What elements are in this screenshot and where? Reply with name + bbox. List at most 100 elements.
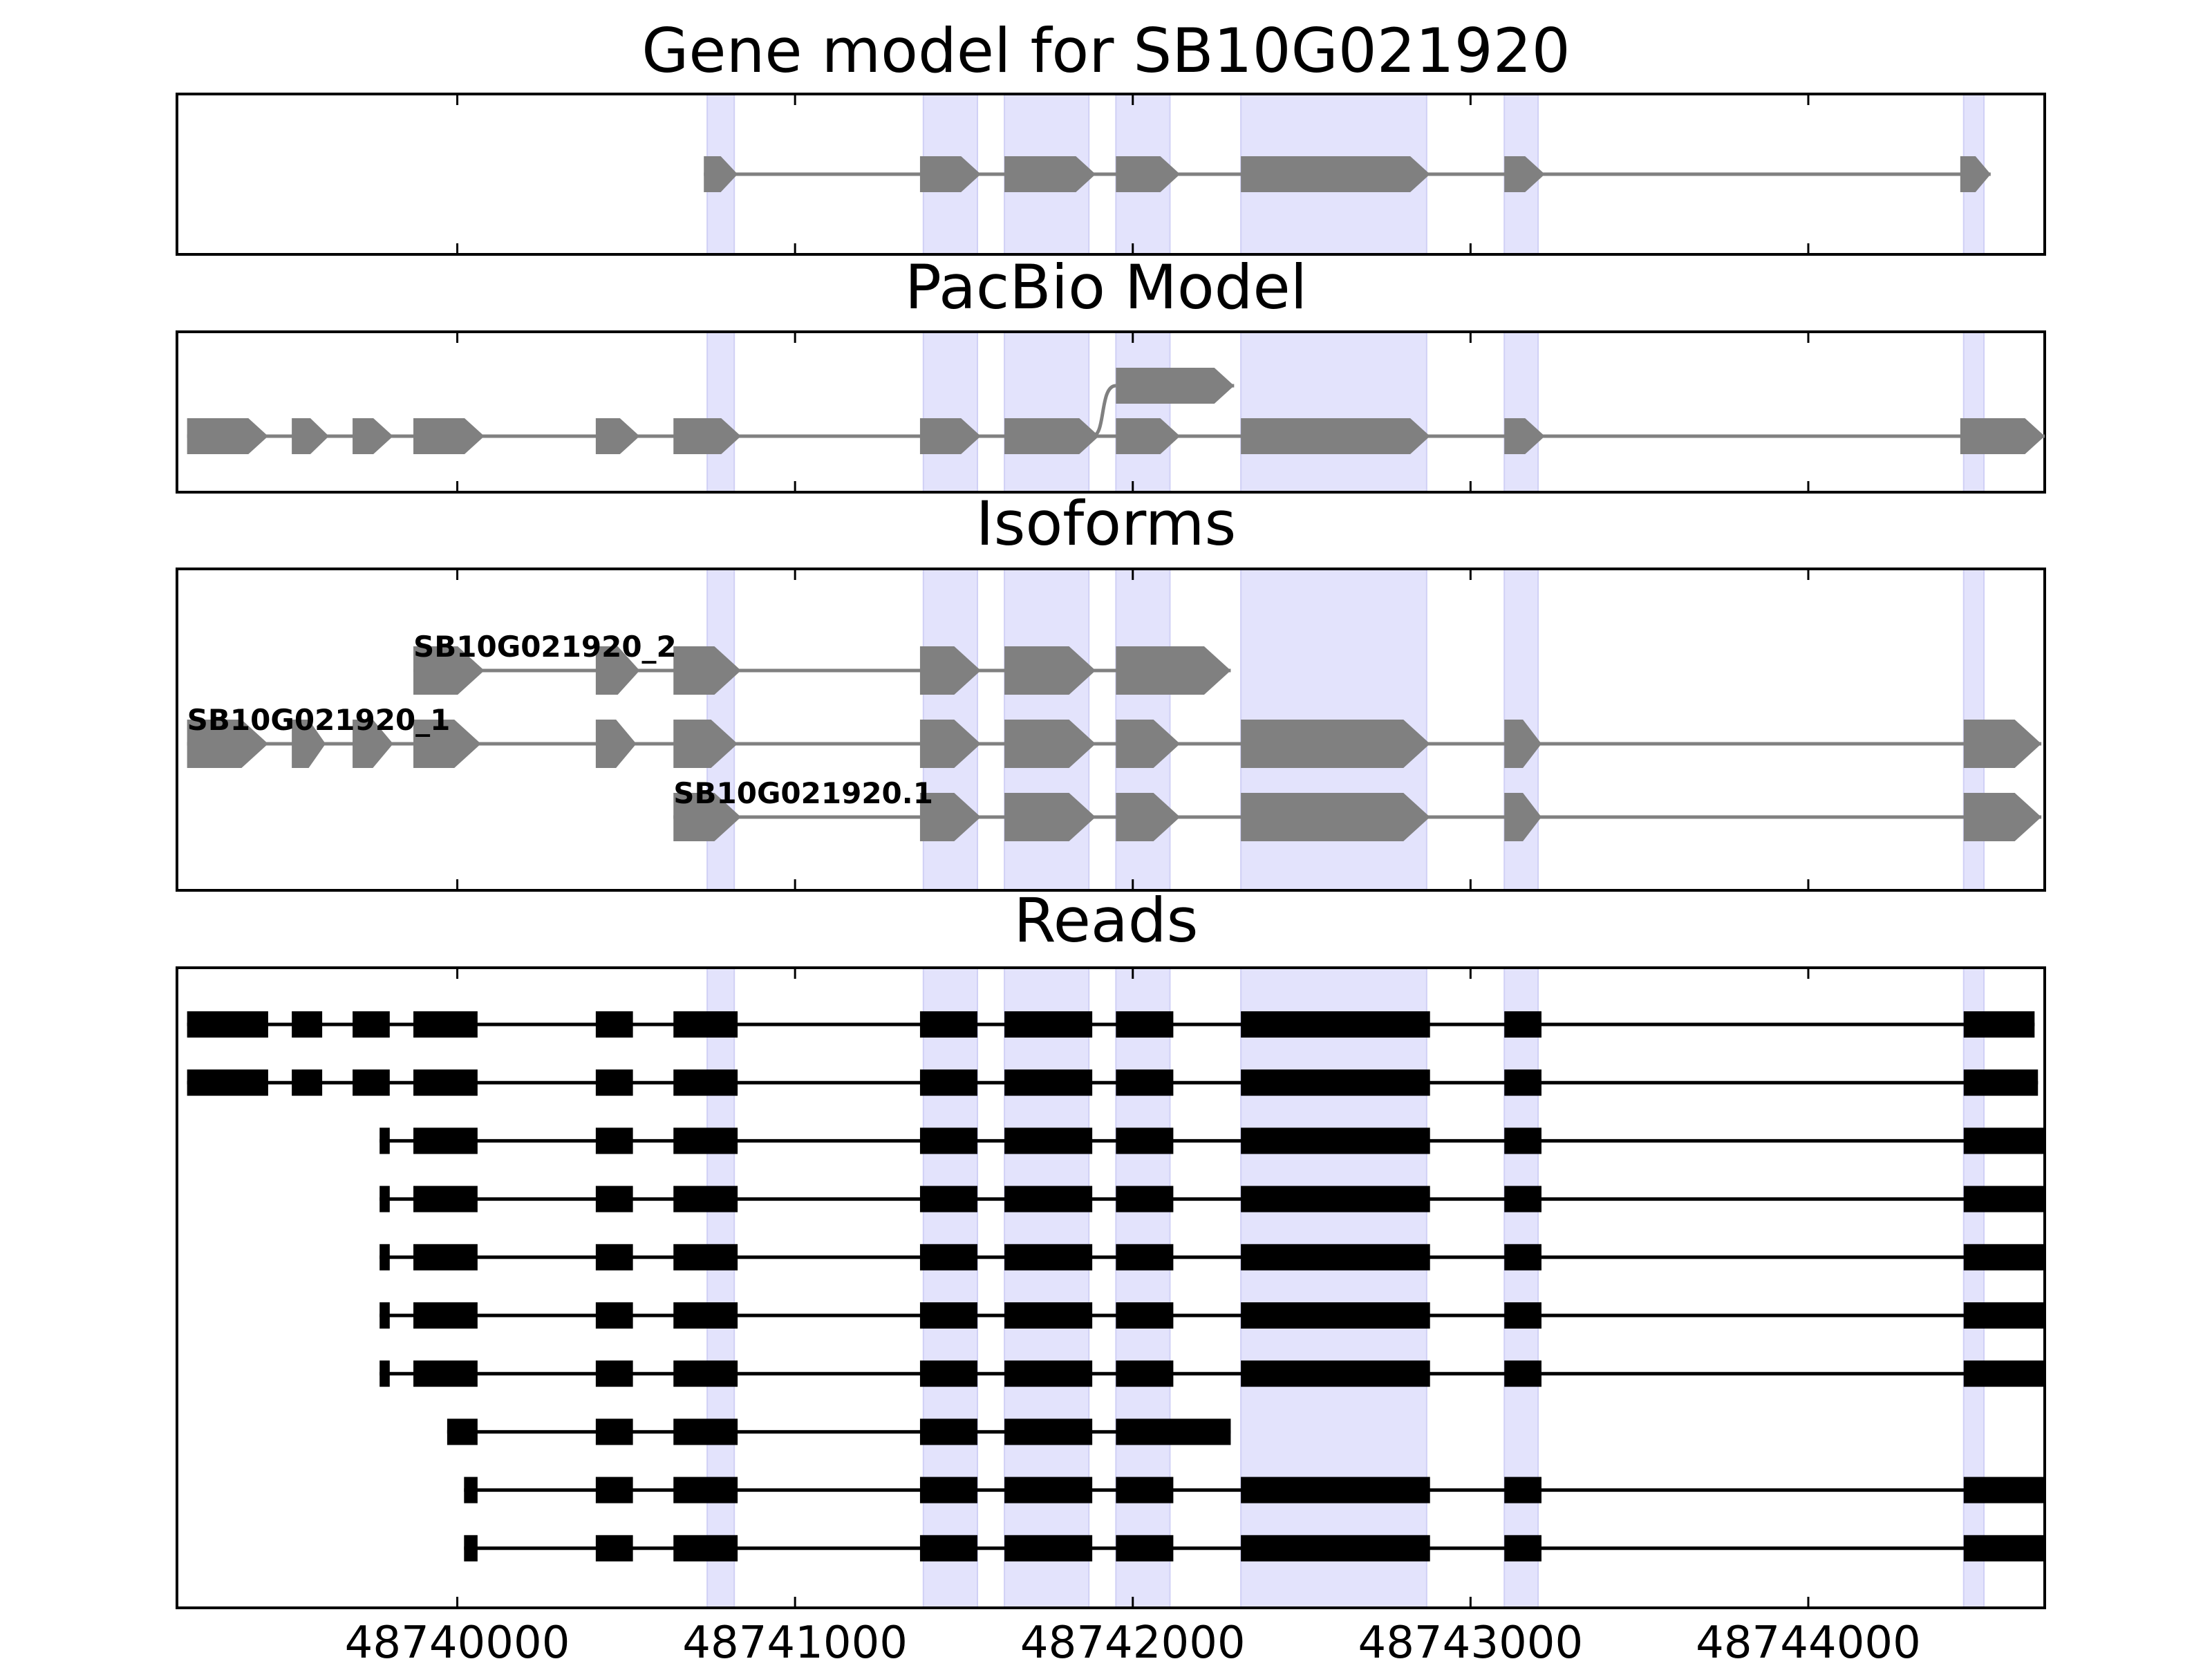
read-exon-block [1504, 1244, 1541, 1271]
x-tick-label: 48741000 [682, 1618, 908, 1659]
read-exon-block [1241, 1360, 1430, 1387]
read-exon-block [379, 1302, 390, 1329]
isoform-exon [1116, 793, 1181, 841]
read-exon-block [1116, 1069, 1174, 1096]
pacbio-exon [1504, 418, 1545, 454]
pacbio-highlight-region [1503, 331, 1539, 493]
isoform-exon [919, 720, 981, 768]
read-exon-block [673, 1185, 738, 1212]
read-exon-block [413, 1360, 478, 1387]
read-exon-block [919, 1360, 977, 1387]
isoform-label: SB10G021920_2 [413, 630, 677, 664]
isoforms-frame [176, 568, 2046, 892]
read-exon-block [919, 1069, 977, 1096]
read-exon-block [1116, 1535, 1174, 1562]
isoform-exon [1004, 720, 1096, 768]
isoform-exon [673, 646, 741, 695]
pacbio-exon [1116, 368, 1235, 404]
read-exon-block [1241, 1069, 1430, 1096]
read-exon-block [1963, 1477, 2045, 1503]
isoform-exon [413, 646, 485, 695]
pacbio-highlight-region [706, 331, 735, 493]
read-exon-block [413, 1302, 478, 1329]
pacbio-exon [292, 418, 329, 454]
reads-highlight-region [706, 967, 735, 1609]
reads-highlight-region [1962, 967, 1985, 1609]
isoform-label: SB10G021920.1 [673, 776, 933, 810]
pacbio-highlight-region [1115, 331, 1171, 493]
read-exon-block [1116, 1302, 1174, 1329]
gene-model-exon [919, 156, 981, 192]
read-exon-block [1963, 1069, 2038, 1096]
read-exon-block [919, 1535, 977, 1562]
read-exon-block [292, 1011, 323, 1038]
read-exon-block [1116, 1244, 1174, 1271]
pacbio-exon [413, 418, 485, 454]
read-exon-block [413, 1011, 478, 1038]
read-exon-block [595, 1127, 633, 1154]
pacbio-frame [176, 330, 2046, 494]
read-exon-block [1116, 1418, 1231, 1445]
read-exon-block [595, 1011, 633, 1038]
reads-title: Reads [1014, 885, 1199, 956]
read-exon-block [1963, 1302, 2045, 1329]
read-exon-block [187, 1069, 268, 1096]
read-exon-block [1963, 1360, 2045, 1387]
isoform-exon [1241, 720, 1430, 768]
read-exon-block [1004, 1477, 1093, 1503]
isoform-exon [353, 720, 393, 768]
pacbio-highlight-region [922, 331, 978, 493]
read-exon-block [379, 1244, 390, 1271]
read-exon-block [1241, 1535, 1430, 1562]
read-exon-block [353, 1011, 390, 1038]
read-exon-block [595, 1302, 633, 1329]
isoform-exon [1241, 793, 1430, 841]
x-tick-label: 48740000 [345, 1618, 570, 1659]
reads-highlight-region [1240, 967, 1427, 1609]
read-exon-block [1963, 1127, 2045, 1154]
pacbio-highlight-region [1240, 331, 1427, 493]
pacbio-exon [1116, 418, 1181, 454]
gene-model-exon [1960, 156, 1991, 192]
read-exon-block [673, 1477, 738, 1503]
pacbio-splice-connector [1091, 384, 1116, 438]
read-exon-block [1504, 1477, 1541, 1503]
read-exon-block [673, 1302, 738, 1329]
read-exon-block [673, 1360, 738, 1387]
gene-model-exon [1504, 156, 1545, 192]
gene-model-exon [1116, 156, 1181, 192]
isoforms-title: Isoforms [976, 488, 1237, 559]
read-exon-block [353, 1069, 390, 1096]
read-exon-block [1241, 1477, 1430, 1503]
isoform-exon [413, 720, 481, 768]
read-exon-block [379, 1185, 390, 1212]
isoform-exon [292, 720, 326, 768]
isoform-exon [1004, 646, 1096, 695]
isoform-exon [919, 793, 981, 841]
isoform-exon [673, 720, 738, 768]
read-exon-block [1504, 1127, 1541, 1154]
read-exon-block [919, 1185, 977, 1212]
read-exon-block [1004, 1011, 1093, 1038]
read-exon-block [673, 1418, 738, 1445]
reads-highlight-region [922, 967, 978, 1609]
read-exon-block [673, 1011, 738, 1038]
x-tick-label: 48742000 [1020, 1618, 1246, 1659]
pacbio-exon [1960, 418, 2045, 454]
pacbio-exon [1004, 418, 1099, 454]
read-exon-block [1004, 1302, 1093, 1329]
gene-model-exon [1004, 156, 1096, 192]
read-exon-block [595, 1185, 633, 1212]
read-exon-block [1504, 1535, 1541, 1562]
isoform-exon [919, 646, 981, 695]
read-exon-block [1504, 1360, 1541, 1387]
read-exon-block [673, 1127, 738, 1154]
read-exon-block [1116, 1360, 1174, 1387]
isoform-exon [1004, 793, 1096, 841]
read-exon-block [1963, 1011, 2035, 1038]
pacbio-highlight-region [1004, 331, 1090, 493]
read-exon-block [1004, 1244, 1093, 1271]
pacbio-exon [1241, 418, 1430, 454]
pacbio-exon [595, 418, 640, 454]
read-exon-block [919, 1127, 977, 1154]
